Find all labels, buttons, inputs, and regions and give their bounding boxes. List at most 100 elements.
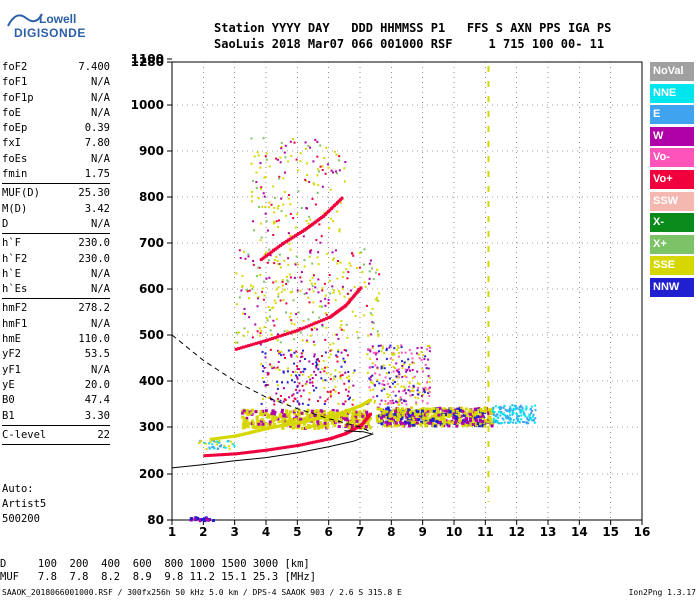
echo-point	[255, 417, 259, 421]
echo-point	[520, 408, 523, 411]
echo-point	[333, 257, 336, 260]
echo-point	[507, 421, 510, 424]
echo-point	[268, 248, 271, 251]
trace-point	[317, 439, 321, 443]
echo-point	[278, 262, 281, 265]
muf-distance-table: D 100 200 400 600 800 1000 1500 3000 [km…	[0, 558, 316, 584]
trace-point	[320, 216, 324, 220]
echo-point	[415, 403, 418, 406]
echo-point	[323, 211, 326, 214]
echo-point	[286, 279, 289, 282]
param-row: foF1 N/A	[2, 75, 110, 90]
echo-point	[387, 411, 391, 415]
echo-point	[273, 262, 276, 265]
echo-point	[411, 387, 414, 390]
trace-point	[273, 247, 277, 251]
echo-point	[287, 349, 290, 352]
echo-point	[490, 422, 494, 426]
echo-point	[407, 412, 411, 416]
echo-point	[428, 376, 431, 379]
echo-point	[470, 420, 474, 424]
echo-point	[282, 414, 286, 418]
echo-point	[250, 408, 254, 412]
trace-point	[322, 318, 326, 322]
echo-point	[410, 389, 413, 392]
echo-point	[322, 359, 325, 362]
echo-point	[377, 350, 380, 353]
echo-point	[313, 344, 316, 347]
trace-point	[312, 440, 316, 444]
echo-point	[262, 420, 266, 424]
param-value: 20.0	[84, 378, 110, 391]
echo-point	[509, 416, 512, 419]
echo-point	[383, 424, 387, 428]
echo-point	[405, 376, 408, 379]
echo-point	[404, 400, 407, 403]
echo-point	[326, 398, 329, 401]
echo-point	[385, 410, 389, 414]
echo-point	[298, 374, 301, 377]
echo-point	[297, 402, 300, 405]
echo-point	[332, 342, 335, 345]
echo-point	[266, 317, 269, 320]
echo-point	[392, 379, 395, 382]
echo-point	[318, 305, 321, 308]
echo-point	[490, 407, 494, 411]
echo-point	[263, 413, 267, 417]
echo-point	[347, 390, 350, 393]
profile-curve	[171, 430, 375, 469]
y-tick-label: 1280	[131, 55, 164, 69]
echo-point	[308, 288, 311, 291]
echo-point	[309, 251, 312, 254]
echo-point	[327, 166, 330, 169]
echo-point	[231, 442, 234, 445]
echo-point	[242, 409, 246, 413]
echo-point	[413, 412, 417, 416]
echo-point	[307, 423, 311, 427]
auto-line2: Artist5	[2, 498, 47, 510]
legend-item: NNE	[650, 83, 694, 103]
echo-point	[304, 358, 307, 361]
echo-point	[387, 395, 390, 398]
echo-point	[376, 268, 379, 271]
echo-point	[408, 363, 411, 366]
echo-point	[460, 406, 464, 410]
echo-point	[304, 368, 307, 371]
echo-point	[525, 407, 528, 410]
echo-point	[314, 203, 317, 206]
echo-point	[296, 289, 299, 292]
echo-point	[392, 401, 395, 404]
echo-point	[456, 422, 460, 426]
echo-point	[392, 366, 395, 369]
echo-point	[458, 409, 462, 413]
echo-point	[308, 215, 311, 218]
echo-point	[282, 371, 285, 374]
echo-point	[437, 419, 441, 423]
echo-point	[344, 400, 347, 403]
param-name: foEs	[2, 152, 28, 165]
echo-point	[216, 447, 219, 450]
echo-point	[246, 411, 250, 415]
echo-point	[351, 420, 355, 424]
echo-point	[473, 407, 477, 411]
echo-point	[280, 290, 283, 293]
echo-point	[416, 382, 419, 385]
trace-point	[299, 327, 303, 331]
trace-point	[334, 202, 338, 206]
echo-point	[281, 279, 284, 282]
param-name: h`E	[2, 267, 21, 280]
echo-point	[407, 367, 410, 370]
echo-point	[415, 413, 419, 417]
echo-point	[338, 230, 341, 233]
echo-point	[312, 340, 315, 343]
legend-item: Vo+	[650, 169, 694, 189]
echo-point	[336, 172, 339, 175]
echo-point	[276, 380, 279, 383]
echo-point	[296, 424, 300, 428]
echo-point	[290, 374, 293, 377]
echo-point	[505, 416, 508, 419]
echo-point	[356, 330, 359, 333]
echo-point	[283, 419, 287, 423]
echo-point	[340, 417, 344, 421]
echo-point	[335, 153, 338, 156]
